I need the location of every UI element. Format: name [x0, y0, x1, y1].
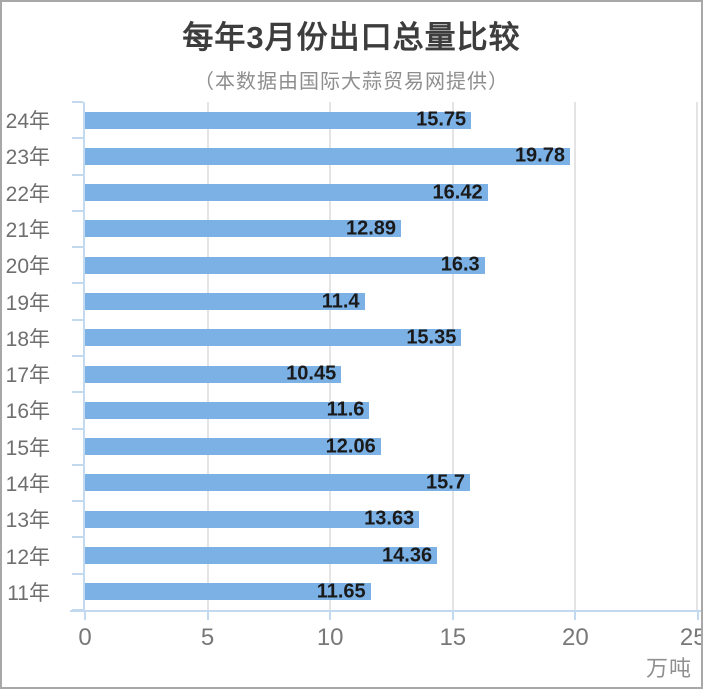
bar-row: 11.6	[85, 392, 698, 428]
bar[interactable]	[85, 220, 402, 238]
bar-row: 15.7	[85, 465, 698, 501]
y-axis-tick	[72, 427, 83, 430]
bar-value-label: 15.75	[416, 108, 467, 131]
bar-value-label: 16.3	[440, 253, 480, 276]
bar-row: 10.45	[85, 356, 698, 392]
bar-value-label: 15.35	[406, 326, 457, 349]
bar-row: 15.35	[85, 320, 698, 356]
x-axis-line	[70, 610, 701, 612]
bar-value-label: 10.45	[286, 362, 337, 385]
x-axis-tick-label: 5	[200, 624, 215, 651]
y-axis-tick	[72, 500, 83, 503]
bar-value-label: 15.7	[426, 471, 465, 494]
x-axis-tick	[574, 610, 577, 620]
bar[interactable]	[85, 365, 342, 383]
bar-row: 15.75	[85, 102, 698, 138]
bar[interactable]	[85, 293, 365, 311]
y-axis-label: 11年	[7, 581, 50, 605]
bar[interactable]	[85, 184, 488, 202]
y-axis-tick	[72, 101, 83, 103]
gridline	[696, 102, 698, 610]
y-axis-tick	[72, 355, 83, 357]
y-axis-tick	[72, 137, 83, 140]
y-axis-tick	[72, 463, 83, 466]
x-axis-tick-label: 10	[316, 624, 344, 651]
bar-row: 12.06	[85, 429, 698, 465]
y-axis-label: 15年	[5, 436, 50, 460]
bar-value-label: 11.4	[321, 290, 360, 313]
bar[interactable]	[85, 547, 438, 565]
y-axis-label: 12年	[5, 545, 50, 569]
bar-value-label: 19.78	[514, 144, 565, 167]
y-axis-tick	[72, 536, 83, 539]
bar-value-label: 11.65	[316, 580, 366, 603]
bar-row: 14.36	[85, 537, 698, 573]
bar[interactable]	[85, 329, 462, 347]
plot-area: 0 5 10 15 20 25 15.75 19.78 16.42 12.89 16.3 11.4 1…	[70, 101, 701, 651]
y-axis-tick	[72, 209, 83, 212]
y-axis-label: 21年	[5, 218, 50, 242]
y-axis-tick	[72, 609, 83, 611]
y-axis-label: 17年	[5, 364, 50, 388]
chart-title: 每年3月份出口总量比较	[182, 20, 521, 55]
bar[interactable]	[85, 111, 472, 129]
gridline	[329, 102, 332, 610]
bar-value-label: 14.36	[382, 544, 433, 567]
y-axis-label: 23年	[5, 146, 50, 170]
x-axis-tick-label: 15	[439, 624, 467, 651]
bar-row: 11.65	[85, 574, 698, 610]
bar-value-label: 16.42	[432, 181, 483, 204]
x-axis-tick-label: 25	[679, 624, 701, 651]
y-axis-label: 18年	[5, 327, 50, 351]
x-axis-tick	[329, 610, 332, 620]
y-axis-label: 16年	[5, 400, 50, 424]
bar-row: 13.63	[85, 501, 698, 537]
bar[interactable]	[85, 583, 371, 601]
bar[interactable]	[85, 474, 470, 492]
x-axis-tick	[206, 610, 209, 620]
bar-row: 12.89	[85, 211, 698, 247]
y-axis-tick	[72, 246, 83, 249]
bar-row: 19.78	[85, 138, 698, 174]
x-axis-tick-label: 0	[78, 624, 92, 651]
y-axis-label: 20年	[5, 255, 50, 279]
y-axis-label: 24年	[5, 110, 50, 134]
y-axis-tick	[72, 318, 83, 321]
gridline	[574, 102, 577, 610]
y-axis-label: 22年	[5, 182, 50, 206]
bar-value-label: 13.63	[364, 507, 415, 530]
x-axis-tick	[451, 610, 454, 620]
bar-value-label: 12.06	[325, 435, 376, 458]
bar-row: 16.3	[85, 247, 698, 283]
y-axis-label: 19年	[5, 291, 50, 315]
x-axis-tick-labels: 0 5 10 15 20 25	[78, 624, 701, 654]
bar[interactable]	[85, 510, 420, 528]
y-axis-tick	[72, 282, 83, 285]
y-axis-tick	[72, 572, 83, 575]
x-axis-tick	[84, 610, 86, 620]
bar-value-label: 11.6	[326, 398, 365, 421]
chart-subtitle: （本数据由国际大蒜贸易网提供）	[194, 71, 509, 93]
bar[interactable]	[85, 438, 381, 456]
bar-row: 11.4	[85, 283, 698, 319]
y-axis-tick	[72, 173, 83, 176]
bar-value-label: 12.89	[346, 217, 397, 240]
y-axis-label: 13年	[5, 509, 50, 533]
y-axis-tick	[72, 391, 83, 394]
bar[interactable]	[85, 401, 370, 419]
x-axis-unit-label: 万吨	[645, 656, 692, 681]
x-axis-tick	[697, 610, 699, 620]
bar[interactable]	[85, 147, 570, 165]
y-axis-labels: 24年 23年 22年 21年 20年 19年 18年 17年 16年 15年 14年 13年 12年 1…	[2, 102, 72, 610]
bar[interactable]	[85, 256, 485, 274]
y-axis-label: 14年	[5, 472, 50, 496]
gridline	[206, 102, 209, 610]
bar-row: 16.42	[85, 175, 698, 211]
gridline	[451, 102, 454, 610]
x-axis-tick-label: 20	[562, 624, 589, 651]
